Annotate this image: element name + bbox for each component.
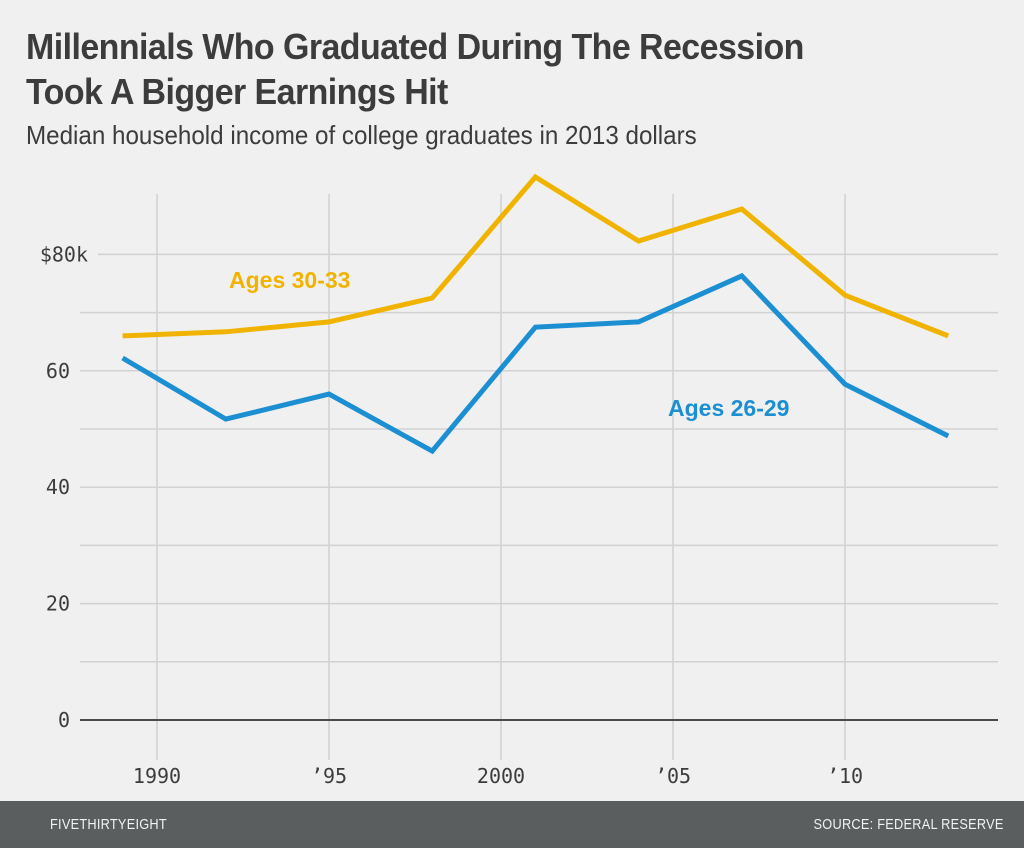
chart-title-line-2: Took A Bigger Earnings Hit bbox=[26, 71, 448, 112]
x-tick-label: ’10 bbox=[827, 764, 863, 788]
footer-source: SOURCE: FEDERAL RESERVE bbox=[813, 816, 1004, 833]
series-lines bbox=[121, 173, 950, 455]
series-labels: Ages 30-33 Ages 26-29 bbox=[229, 267, 789, 421]
chart-title-line-1: Millennials Who Graduated During The Rec… bbox=[26, 26, 804, 67]
gridlines bbox=[80, 194, 998, 760]
y-tick-label: $80k bbox=[40, 242, 88, 266]
axes: 1990 ’95 2000 ’05 ’10 0 20 40 60 $80k bbox=[40, 242, 998, 788]
x-tick-label: 2000 bbox=[477, 764, 525, 788]
x-tick-label: 1990 bbox=[133, 764, 181, 788]
series-line-ages-26-29 bbox=[121, 272, 950, 455]
x-tick-label: ’95 bbox=[311, 764, 347, 788]
x-tick-label: ’05 bbox=[655, 764, 691, 788]
series-label-ages-26-29: Ages 26-29 bbox=[668, 395, 789, 421]
y-tick-label: 0 bbox=[58, 708, 70, 732]
chart-title: Millennials Who Graduated During The Rec… bbox=[26, 24, 804, 114]
line-chart: 1990 ’95 2000 ’05 ’10 0 20 40 60 $80k Ages 30-33 … bbox=[40, 173, 998, 788]
y-tick-label: 40 bbox=[46, 475, 70, 499]
y-tick-label: 20 bbox=[46, 592, 70, 616]
y-tick-label: 60 bbox=[46, 359, 70, 383]
footer-bar: FIVETHIRTYEIGHT SOURCE: FEDERAL RESERVE bbox=[0, 801, 1024, 848]
chart-subtitle: Median household income of college gradu… bbox=[26, 120, 697, 150]
series-label-ages-30-33: Ages 30-33 bbox=[229, 267, 350, 293]
footer-brand: FIVETHIRTYEIGHT bbox=[50, 816, 167, 833]
